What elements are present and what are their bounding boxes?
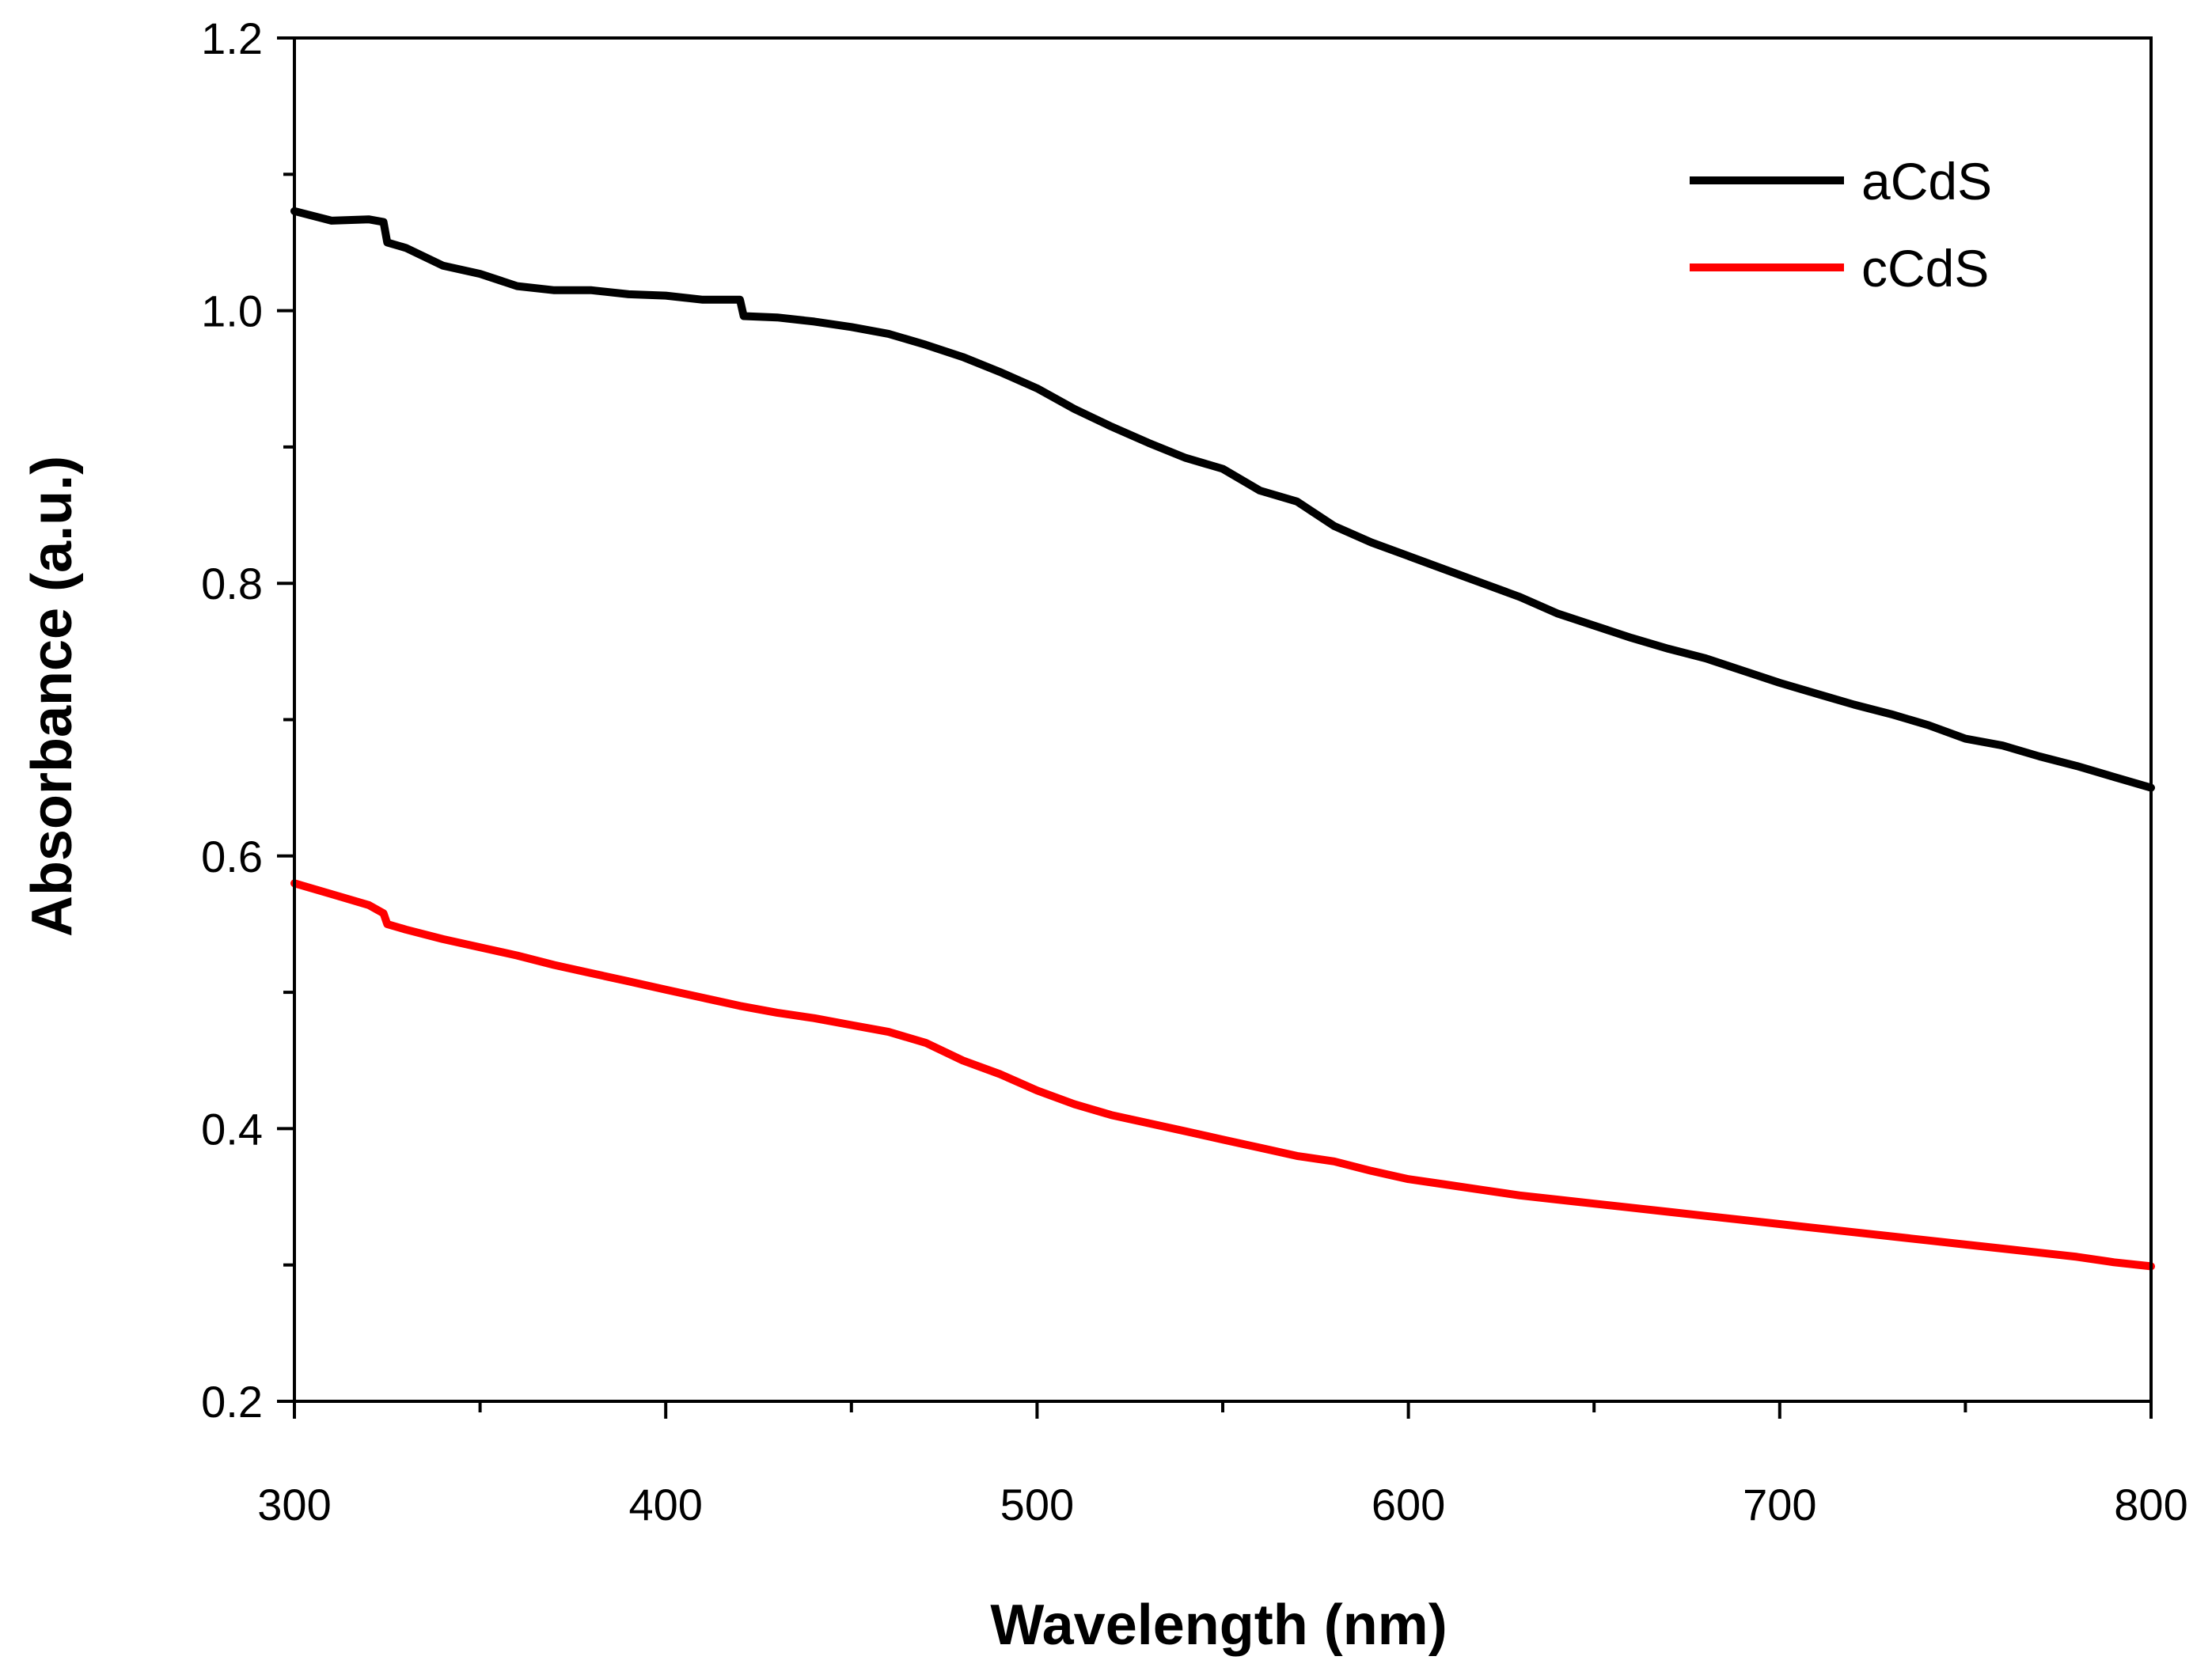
series-line-aCdS — [290, 207, 2155, 792]
x-axis-title: Wavelength (nm) — [990, 1594, 1447, 1657]
legend-label-aCdS: aCdS — [1861, 152, 1992, 210]
y-tick-label: 0.6 — [201, 832, 263, 881]
x-tick-label: 800 — [2114, 1480, 2187, 1529]
x-tick-label: 600 — [1372, 1480, 1445, 1529]
y-tick-label: 1.2 — [201, 13, 263, 63]
x-tick-label: 300 — [257, 1480, 331, 1529]
y-tick-label: 1.0 — [201, 286, 263, 336]
y-tick-label: 0.2 — [201, 1377, 263, 1427]
legend: aCdS cCdS — [1690, 152, 1992, 298]
x-tick-label: 500 — [1000, 1480, 1074, 1529]
y-axis-title: Absorbance (a.u.) — [21, 456, 84, 937]
series-layer — [290, 207, 2155, 1271]
x-tick-label: 700 — [1743, 1480, 1816, 1529]
series-line-cCdS — [290, 879, 2155, 1271]
legend-label-cCdS: cCdS — [1861, 239, 1989, 298]
ticks-layer: 300 400 500 600 700 800 0.2 0.4 0.6 0.8 1.0 1.2 — [201, 13, 2188, 1529]
x-tick-label: 400 — [628, 1480, 702, 1529]
y-tick-label: 0.4 — [201, 1104, 263, 1154]
y-tick-label: 0.8 — [201, 559, 263, 608]
